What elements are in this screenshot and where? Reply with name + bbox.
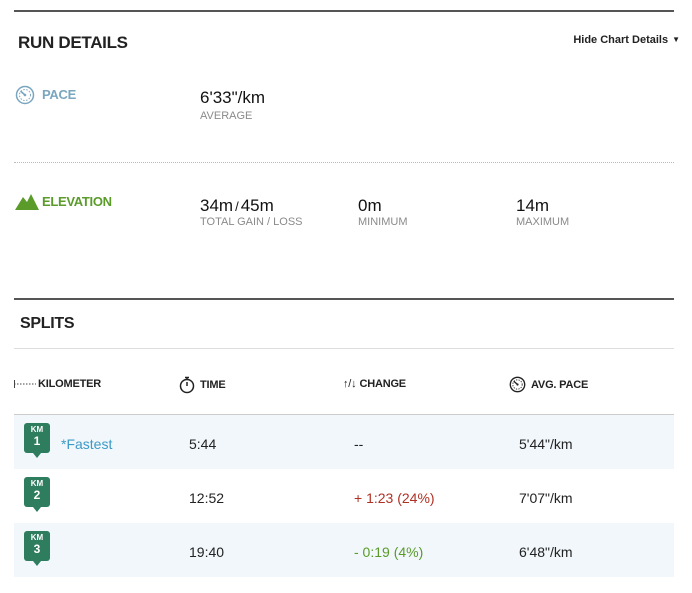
kilometer-header-label: KILOMETER	[38, 378, 101, 390]
km-marker-icon: KM 2	[24, 477, 50, 512]
run-details-top-rule	[14, 10, 674, 12]
split-pace: 6'48"/km	[519, 544, 573, 560]
speedometer-icon	[15, 85, 35, 105]
pace-value: 6'33"/km	[200, 88, 266, 107]
elevation-maximum-value: 14m	[516, 196, 550, 215]
elevation-gain-value: 34m	[200, 196, 234, 215]
elevation-minimum-value: 0m	[358, 196, 382, 215]
ruler-icon	[14, 380, 36, 388]
time-header-label: TIME	[200, 379, 226, 391]
km-marker-number: 3	[33, 542, 41, 556]
elevation-gain-loss-label: TOTAL GAIN / LOSS	[200, 216, 303, 228]
kilometer-column-header: KILOMETER	[14, 378, 101, 390]
speedometer-icon	[509, 376, 526, 393]
hide-chart-details-label: Hide Chart Details	[573, 34, 669, 46]
avg-pace-header-label: AVG. PACE	[531, 378, 589, 391]
up-down-arrows-icon: ↑/↓	[343, 378, 357, 390]
split-change: --	[354, 436, 364, 452]
km-marker-label: KM	[30, 479, 44, 488]
splits-top-rule	[14, 298, 674, 300]
table-row: KM 3 19:40 - 0:19 (4%) 6'48"/km	[14, 523, 674, 577]
km-marker-number: 2	[33, 488, 41, 502]
mountain-icon	[15, 192, 39, 210]
fastest-note: *Fastest	[61, 436, 113, 452]
stopwatch-icon	[179, 376, 195, 394]
km-marker-label: KM	[30, 425, 44, 434]
caret-down-icon: ▼	[672, 35, 680, 44]
split-time: 12:52	[189, 490, 225, 506]
split-pace: 7'07"/km	[519, 490, 573, 506]
table-row: KM 2 12:52 + 1:23 (24%) 7'07"/km	[14, 469, 674, 523]
km-marker-label: KM	[30, 533, 44, 542]
elevation-loss-value: 45m	[240, 196, 274, 215]
split-time: 19:40	[189, 544, 225, 560]
gain-loss-separator: /	[235, 199, 239, 214]
km-marker-number: 1	[33, 434, 41, 448]
elevation-gain-loss: 34m/45m	[200, 196, 274, 216]
hide-chart-details-link[interactable]: Hide Chart Details ▼	[573, 34, 680, 46]
elevation-label: ELEVATION	[42, 194, 112, 209]
km-marker-icon: KM 3	[24, 531, 50, 566]
splits-title: SPLITS	[20, 315, 75, 332]
split-time: 5:44	[189, 436, 217, 452]
run-details-title: RUN DETAILS	[18, 33, 128, 52]
split-pace: 5'44"/km	[519, 436, 573, 452]
splits-header-divider	[14, 414, 674, 415]
divider	[14, 162, 674, 163]
pace-average-label: AVERAGE	[200, 110, 253, 122]
table-row: KM 1 *Fastest 5:44 -- 5'44"/km	[14, 415, 674, 469]
split-change: - 0:19 (4%)	[354, 544, 424, 560]
change-column-header: ↑/↓ CHANGE	[343, 378, 406, 390]
pace-label: PACE	[42, 87, 76, 102]
change-header-label: CHANGE	[359, 378, 406, 390]
time-column-header: TIME	[179, 376, 226, 394]
split-change: + 1:23 (24%)	[354, 490, 435, 506]
avg-pace-column-header: AVG. PACE	[509, 376, 588, 393]
elevation-maximum-label: MAXIMUM	[516, 216, 570, 228]
elevation-minimum-label: MINIMUM	[358, 216, 408, 228]
splits-divider	[14, 348, 674, 349]
km-marker-icon: KM 1	[24, 423, 50, 458]
